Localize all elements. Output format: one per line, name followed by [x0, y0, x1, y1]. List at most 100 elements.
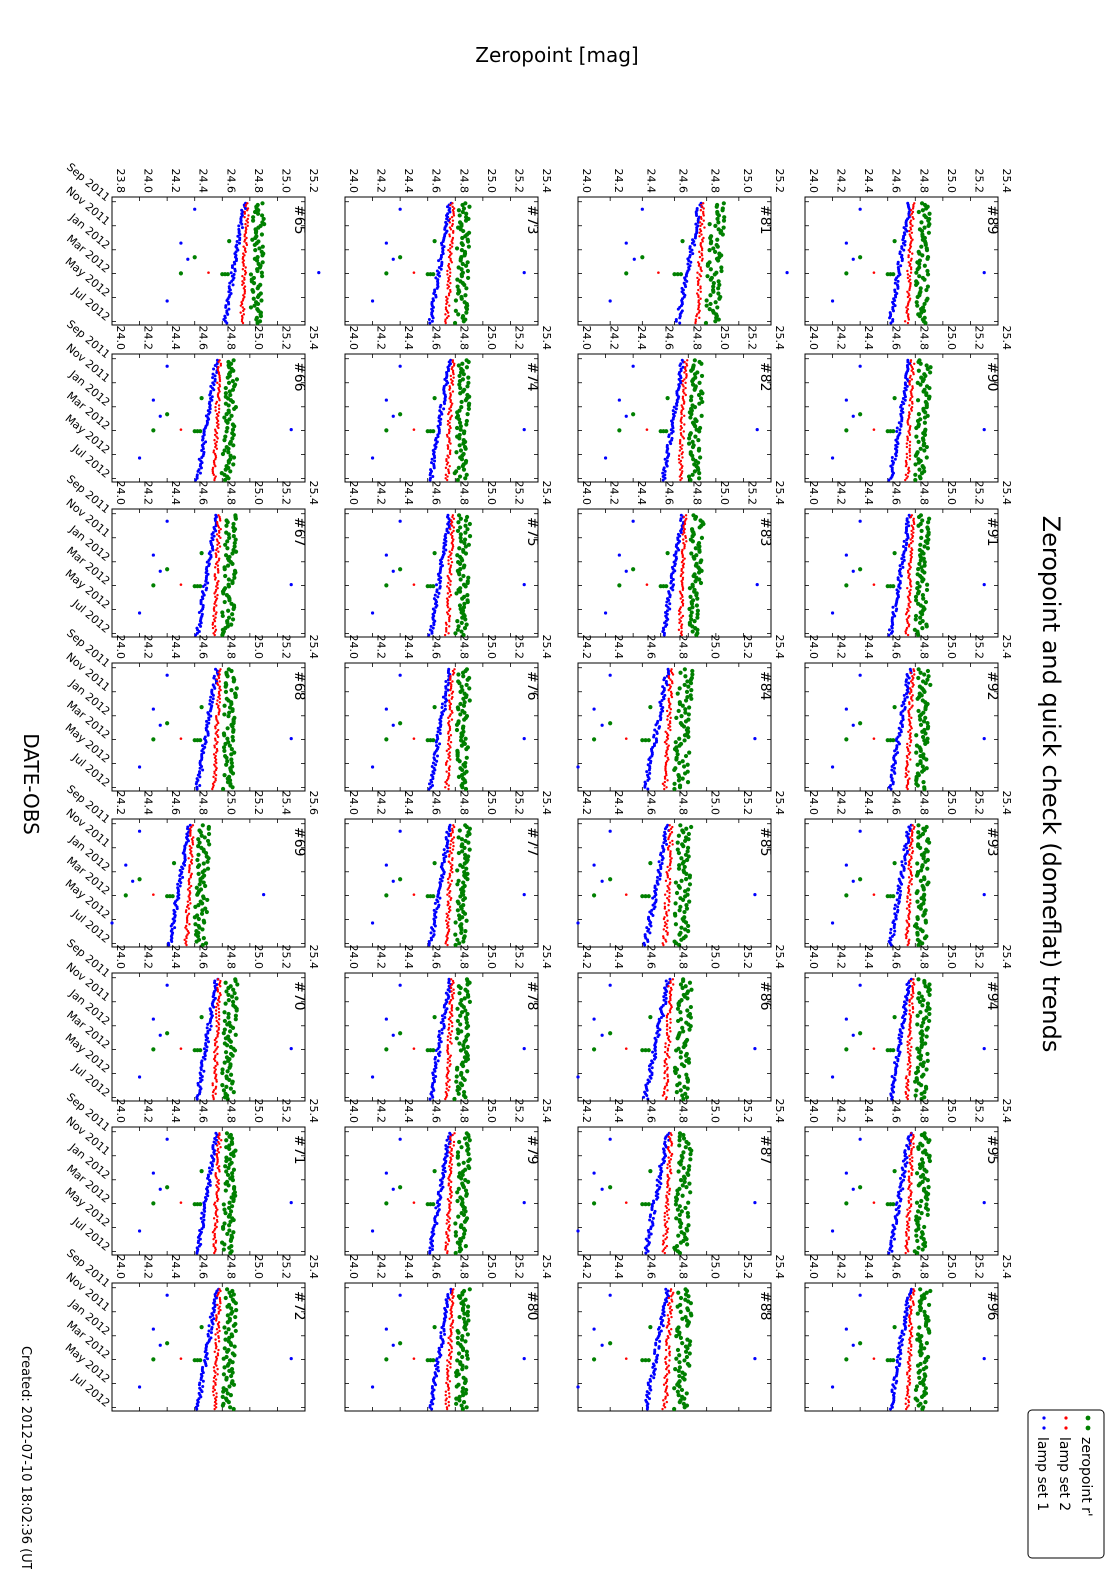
lamp-set-1-point: [646, 778, 650, 782]
zeropoint-point: [919, 612, 925, 617]
zeropoint-point: [675, 1018, 681, 1024]
y-tick-label: 25.2: [972, 1099, 985, 1124]
lamp-set-1-point: [384, 241, 388, 245]
lamp-set-2-point: [446, 585, 449, 588]
zeropoint-point: [686, 734, 691, 740]
lamp-set-1-point: [897, 1054, 901, 1058]
lamp-set-1-point: [652, 1057, 656, 1061]
lamp-set-2-point: [905, 452, 908, 456]
zeropoint-point: [453, 308, 458, 313]
zeropoint-point: [925, 677, 930, 682]
lamp-set-2-point: [911, 1137, 915, 1140]
lamp-set-2-point: [452, 372, 455, 376]
lamp-set-2-point: [702, 202, 705, 205]
lamp-set-2-point: [448, 304, 451, 307]
lamp-set-2-point: [912, 991, 915, 995]
lamp-set-1-point: [658, 877, 662, 881]
lamp-set-2-point: [909, 1049, 912, 1052]
lamp-set-2-point: [909, 979, 912, 983]
lamp-set-2-point: [911, 1002, 914, 1005]
zeropoint-point: [918, 476, 923, 481]
lamp-set-2-point: [668, 888, 671, 891]
panel-label: #91: [984, 517, 1000, 547]
zeropoint-point: [925, 736, 930, 741]
lamp-set-1-point: [901, 545, 905, 549]
lamp-set-1-point: [434, 605, 438, 609]
zeropoint-point: [925, 1178, 930, 1183]
lamp-set-2-point: [907, 604, 910, 607]
lamp-set-2-point: [911, 210, 915, 214]
lamp-set-1-point: [851, 1343, 855, 1347]
lamp-set-1-point: [893, 298, 897, 302]
lamp-set-1-point: [617, 553, 621, 557]
lamp-set-1-point: [887, 633, 891, 637]
lamp-set-2-point: [666, 1303, 670, 1307]
lamp-set-2-point: [911, 685, 914, 688]
zeropoint-point: [916, 1370, 921, 1375]
zeropoint-point: [927, 992, 932, 998]
lamp-set-2-point: [908, 1158, 912, 1161]
lamp-set-2-point: [448, 595, 451, 599]
zeropoint-point: [464, 365, 470, 370]
lamp-set-2-point: [905, 1096, 908, 1099]
lamp-set-2-point: [663, 1251, 667, 1255]
lamp-set-1-point: [592, 707, 596, 711]
zeropoint-point: [913, 598, 919, 603]
lamp-set-2-point: [907, 1362, 910, 1366]
lamp-set-2-point: [911, 694, 914, 697]
zeropoint-point: [456, 520, 461, 525]
y-tick-label: 25.2: [741, 1099, 754, 1124]
lamp-set-1-point: [663, 827, 667, 831]
zeropoint-point: [920, 864, 925, 870]
zeropoint-point: [915, 1398, 920, 1403]
lamp-set-2-point: [872, 737, 876, 740]
lamp-set-1-point: [830, 611, 835, 615]
y-tick-label: 24.0: [807, 326, 820, 351]
lamp-set-2-point: [668, 1165, 672, 1168]
lamp-set-2-point: [909, 872, 913, 876]
lamp-set-2-point: [908, 1000, 911, 1004]
zeropoint-point: [923, 373, 928, 379]
zeropoint-point: [922, 415, 928, 420]
y-tick-label: 24.0: [807, 1255, 820, 1280]
lamp-set-1-point: [437, 259, 441, 263]
lamp-set-2-point: [696, 271, 699, 274]
zeropoint-point: [677, 686, 682, 691]
lamp-set-2-point: [910, 716, 913, 720]
y-tick-label: 24.8: [677, 635, 690, 660]
lamp-set-2-point: [448, 418, 452, 421]
lamp-set-1-point: [899, 1176, 903, 1180]
zeropoint-point: [891, 1048, 896, 1053]
lamp-set-2-point: [908, 728, 912, 732]
lamp-set-2-point: [664, 1381, 668, 1385]
zeropoint-point: [675, 1036, 680, 1041]
lamp-set-1-point: [433, 455, 437, 459]
lamp-set-1-point: [904, 543, 908, 547]
zeropoint-point: [707, 222, 712, 227]
lamp-set-2-point: [908, 1038, 912, 1042]
y-tick-label: 25.4: [773, 1099, 786, 1124]
lamp-set-2-point: [699, 224, 702, 228]
zeropoint-point: [922, 1243, 928, 1249]
lamp-set-1-point: [902, 402, 906, 406]
zeropoint-point: [672, 767, 677, 773]
zeropoint-point: [919, 1211, 924, 1216]
zeropoint-point: [683, 1145, 688, 1150]
lamp-set-2-point: [685, 364, 689, 367]
lamp-set-2-point: [451, 231, 455, 235]
lamp-set-2-point: [684, 393, 687, 397]
lamp-set-2-point: [667, 1217, 670, 1220]
zeropoint-point: [680, 239, 685, 244]
zeropoint-point: [693, 516, 698, 521]
zeropoint-point: [922, 672, 927, 677]
lamp-set-1-point: [900, 882, 904, 886]
zeropoint-point: [920, 1406, 925, 1412]
lamp-set-1-point: [894, 609, 898, 613]
zeropoint-point: [692, 405, 698, 410]
zeropoint-point: [461, 431, 467, 436]
zeropoint-point: [678, 1178, 684, 1183]
x-axis-label: DATE-OBS: [19, 733, 43, 835]
zeropoint-point: [922, 876, 927, 882]
